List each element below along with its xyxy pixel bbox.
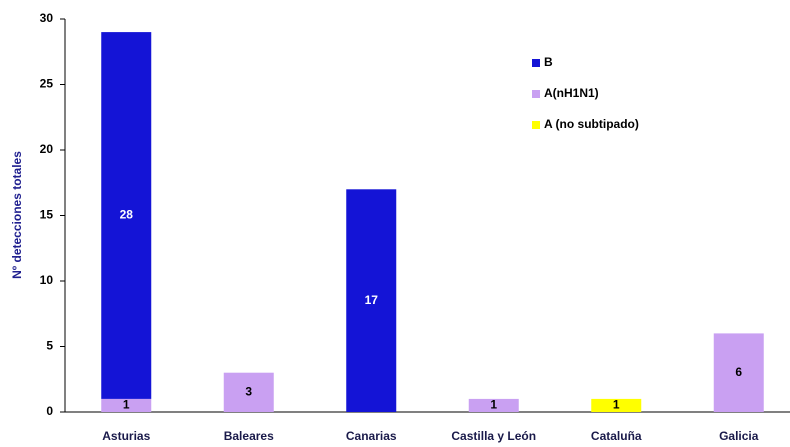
x-tick-label: Galicia bbox=[719, 429, 759, 443]
bar-segment bbox=[346, 189, 397, 412]
y-tick-label: 30 bbox=[40, 11, 54, 25]
x-tick-label: Baleares bbox=[224, 429, 274, 443]
y-tick-label: 5 bbox=[46, 339, 53, 353]
data-label: 3 bbox=[245, 385, 252, 399]
legend-swatch bbox=[532, 121, 540, 129]
data-label: 6 bbox=[735, 365, 742, 379]
y-tick-label: 10 bbox=[40, 273, 54, 287]
data-label: 1 bbox=[613, 398, 620, 412]
bar-segment bbox=[101, 32, 152, 399]
bar-segment bbox=[101, 398, 152, 412]
y-tick-label: 15 bbox=[40, 208, 54, 222]
x-tick-label: Cataluña bbox=[591, 429, 642, 443]
bar-segment bbox=[468, 398, 519, 412]
data-label: 17 bbox=[365, 293, 379, 307]
x-tick-label: Asturias bbox=[102, 429, 150, 443]
data-label: 28 bbox=[120, 208, 134, 222]
x-tick-label: Canarias bbox=[346, 429, 397, 443]
legend-label: B bbox=[544, 55, 553, 69]
legend-swatch bbox=[532, 90, 540, 98]
y-tick-label: 0 bbox=[46, 404, 53, 418]
bar-segment bbox=[591, 398, 642, 412]
bar-segment bbox=[713, 333, 764, 412]
legend-label: A(nH1N1) bbox=[544, 86, 599, 100]
bar-segment bbox=[223, 372, 274, 412]
data-label: 1 bbox=[123, 398, 130, 412]
y-tick-label: 20 bbox=[40, 142, 54, 156]
data-label: 1 bbox=[490, 398, 497, 412]
x-tick-label: Castilla y León bbox=[451, 429, 536, 443]
y-axis-label: Nº detecciones totales bbox=[10, 151, 24, 279]
legend-label: A (no subtipado) bbox=[544, 117, 639, 131]
legend-swatch bbox=[532, 59, 540, 67]
y-tick-label: 25 bbox=[40, 77, 54, 91]
